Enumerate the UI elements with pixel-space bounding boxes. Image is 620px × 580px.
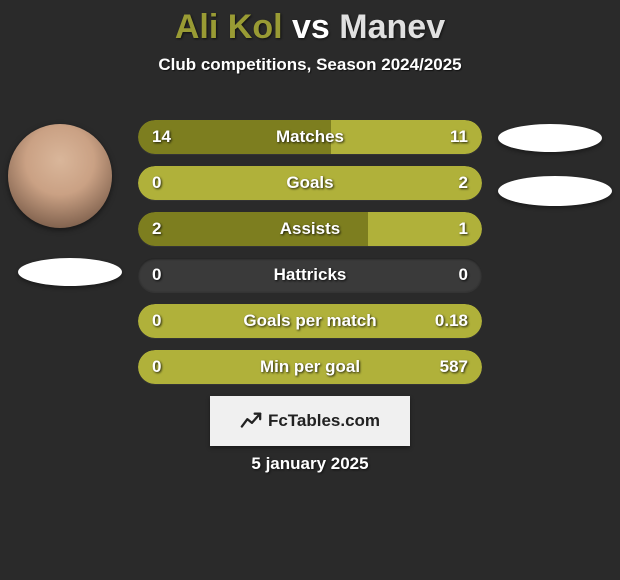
- stat-value-left: 2: [152, 212, 161, 246]
- stat-value-right: 0.18: [435, 304, 468, 338]
- stat-value-right: 2: [459, 166, 468, 200]
- stat-row: 14Matches11: [138, 120, 482, 154]
- stat-row: 0Hattricks0: [138, 258, 482, 292]
- bar-right-fill: [138, 166, 482, 200]
- comparison-chart: 14Matches110Goals22Assists10Hattricks00G…: [138, 120, 482, 396]
- bar-left-fill: [138, 212, 368, 246]
- stat-value-left: 0: [152, 304, 161, 338]
- avatar-player1: [8, 124, 112, 228]
- subtitle: Club competitions, Season 2024/2025: [0, 55, 620, 75]
- stat-label: Hattricks: [138, 258, 482, 292]
- stat-row: 2Assists1: [138, 212, 482, 246]
- stat-value-left: 0: [152, 350, 161, 384]
- stat-row: 0Min per goal587: [138, 350, 482, 384]
- bar-right-fill: [138, 304, 482, 338]
- badge-player1: [18, 258, 122, 286]
- stat-row: 0Goals per match0.18: [138, 304, 482, 338]
- title-player2: Manev: [339, 8, 445, 46]
- page-title: Ali Kol vs Manev: [0, 0, 620, 47]
- badge-player2-b: [498, 176, 612, 206]
- brand-text: FcTables.com: [268, 411, 380, 431]
- stat-value-right: 0: [459, 258, 468, 292]
- badge-player2-a: [498, 124, 602, 152]
- stat-value-left: 14: [152, 120, 171, 154]
- chart-icon: [240, 410, 262, 432]
- title-player1: Ali Kol: [175, 8, 283, 46]
- date-label: 5 january 2025: [0, 454, 620, 474]
- stat-value-left: 0: [152, 258, 161, 292]
- stat-value-right: 11: [450, 120, 468, 154]
- stat-value-left: 0: [152, 166, 161, 200]
- bar-right-fill: [138, 350, 482, 384]
- stat-row: 0Goals2: [138, 166, 482, 200]
- brand-box: FcTables.com: [210, 396, 410, 446]
- title-vs: vs: [292, 8, 330, 46]
- stat-value-right: 587: [440, 350, 468, 384]
- stat-value-right: 1: [459, 212, 468, 246]
